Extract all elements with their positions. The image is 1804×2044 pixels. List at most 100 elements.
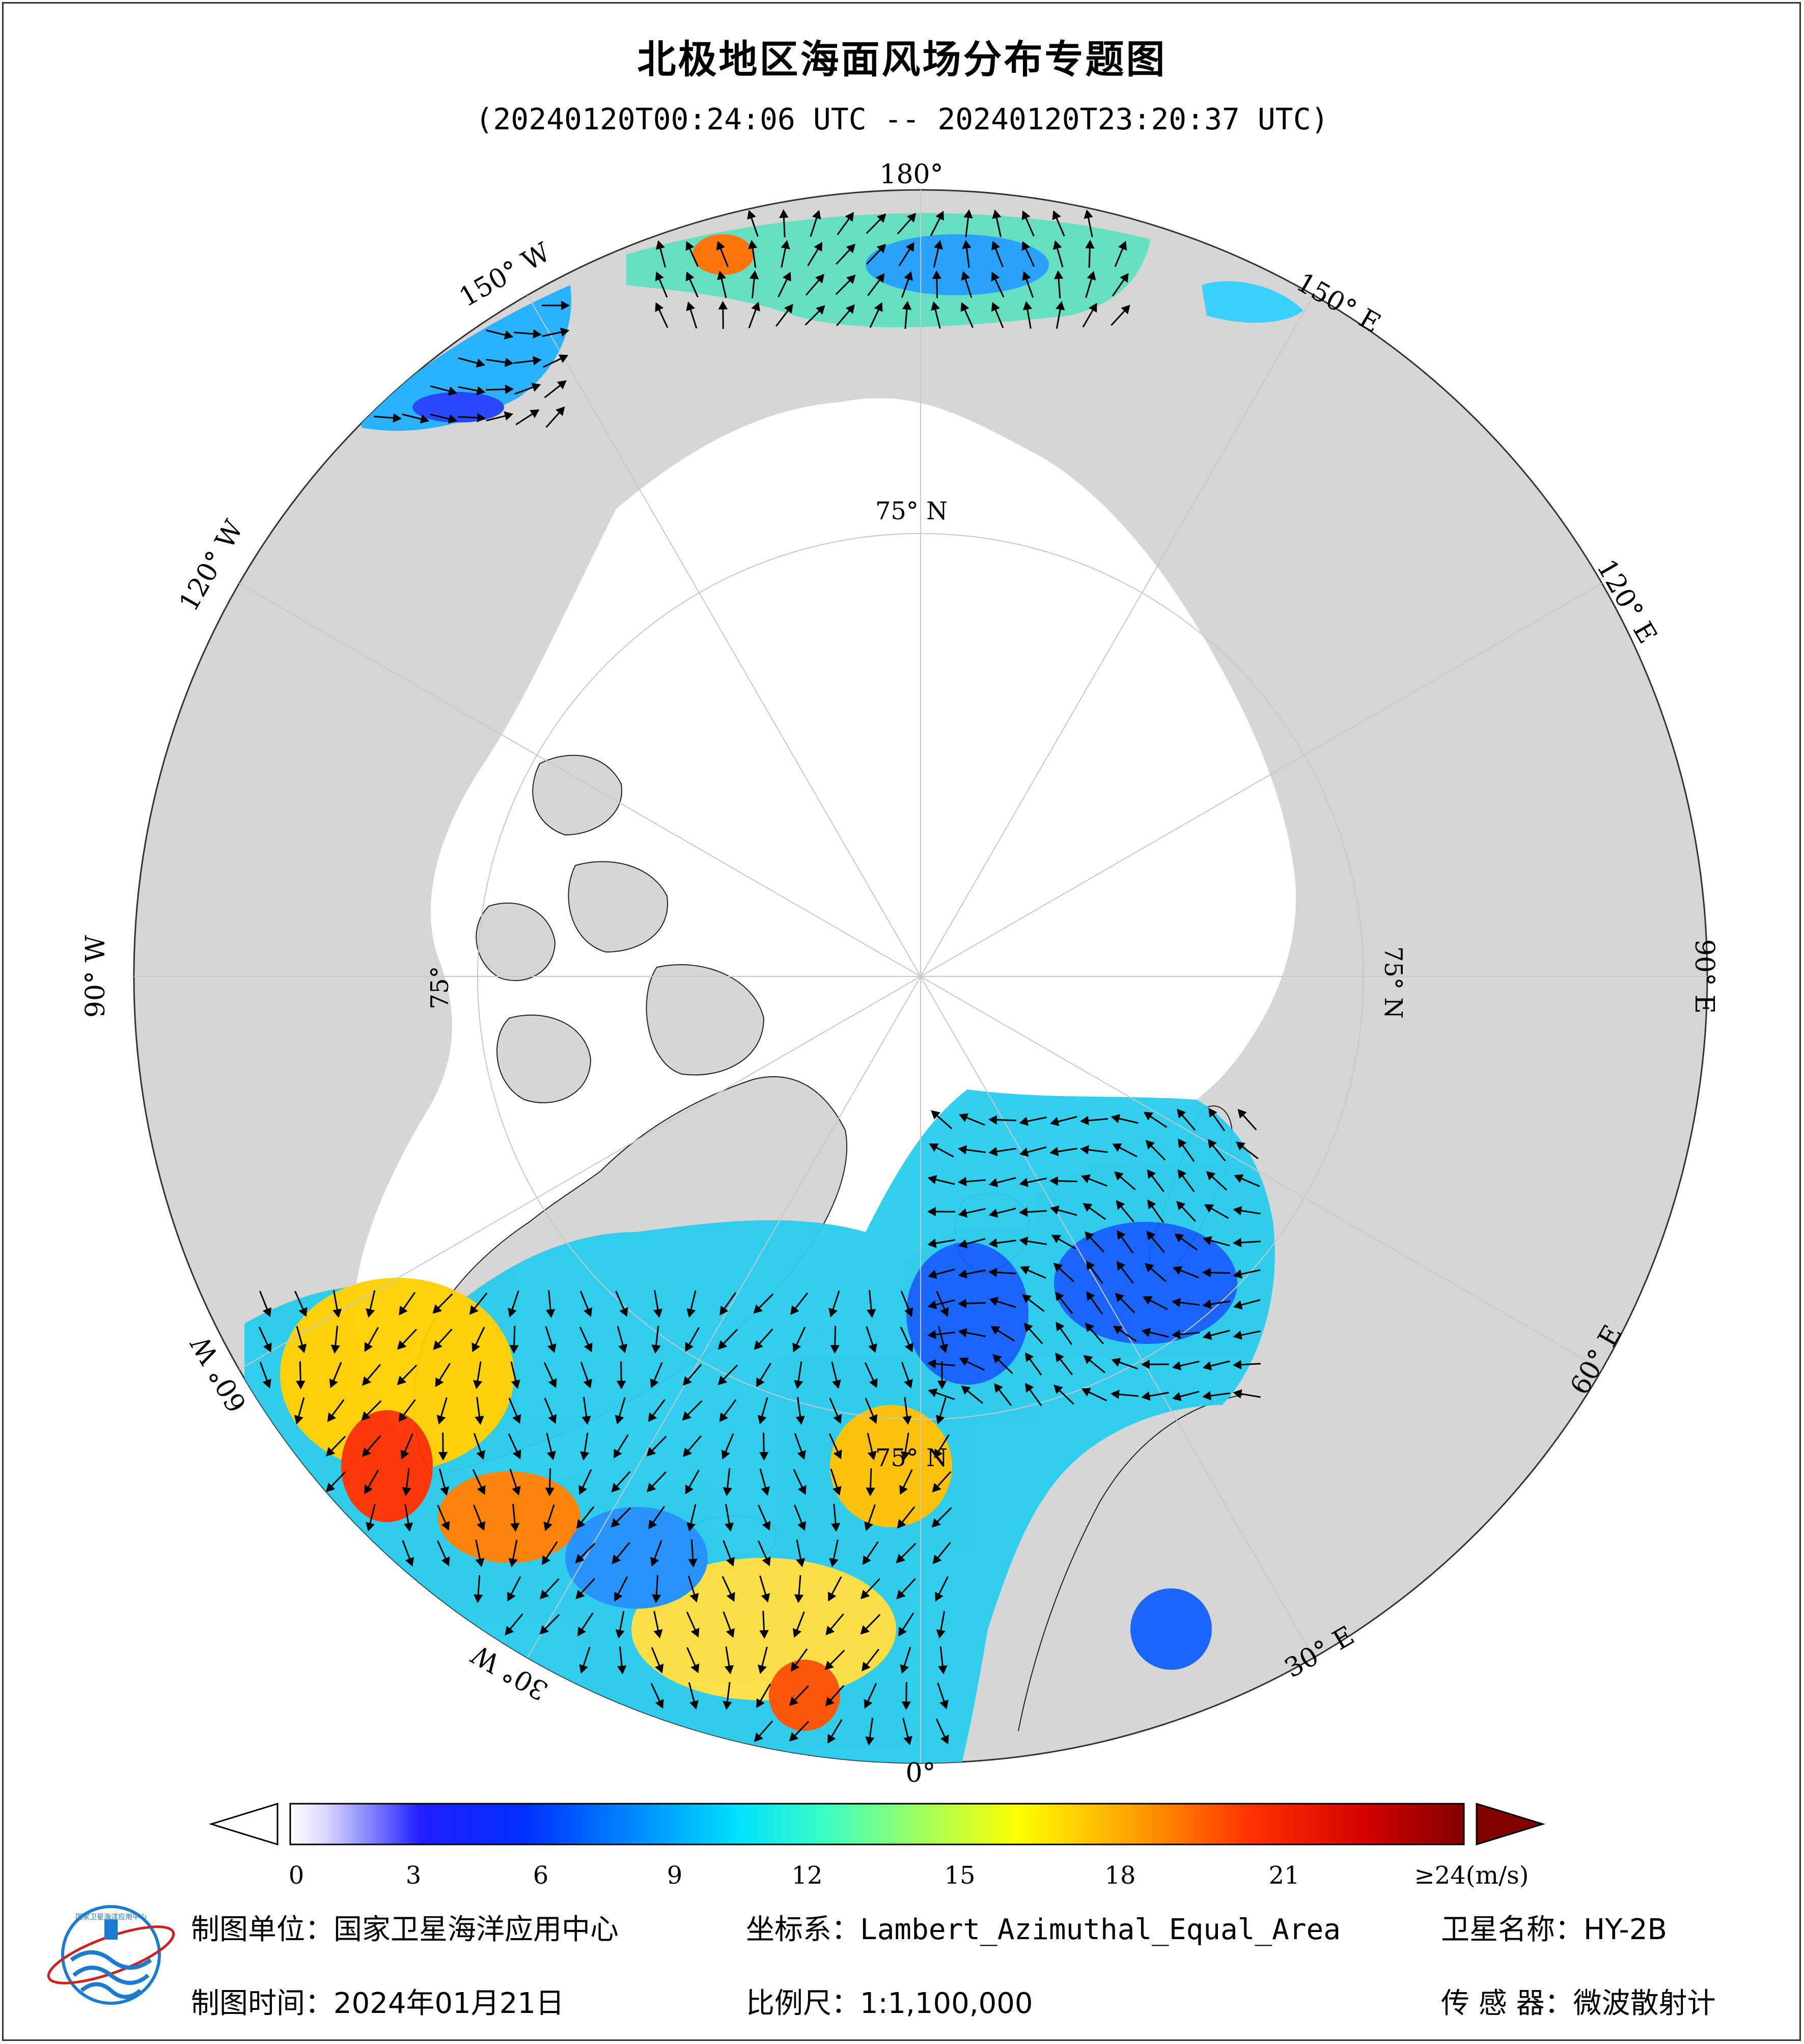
wind-arrow-head (794, 1380, 803, 1389)
wind-arrow-head (689, 1700, 699, 1710)
wind-arrow-head (1053, 1263, 1063, 1272)
wind-arrow-head (689, 1592, 699, 1603)
wind-arrow-head (1085, 1231, 1094, 1241)
wind-arrow-head (795, 1415, 805, 1425)
wind-arrow-head (477, 1485, 486, 1495)
wind-patch-1 (280, 1278, 514, 1471)
wind-arrow-head (904, 1379, 913, 1389)
wind-arrow-head (362, 1376, 372, 1386)
wind-arrow-head (751, 301, 760, 312)
wind-arrow-head (1237, 1109, 1247, 1119)
wind-arrow-head (936, 1629, 946, 1639)
wind-arrow-head (512, 1486, 521, 1496)
colorbar-over-arrow (1476, 1802, 1546, 1846)
wind-arrow-head (929, 1143, 939, 1152)
wind-arrow-head (833, 1414, 842, 1424)
wind-arrow-head (653, 1308, 663, 1318)
wind-arrow-head (761, 1593, 770, 1603)
wind-arrow-head (1115, 1293, 1125, 1302)
wind-patch-12 (866, 234, 1049, 295)
wind-arrow-head (861, 1589, 870, 1600)
lon-label-0: 0° (905, 1758, 935, 1788)
wind-arrow-head (1232, 1238, 1242, 1247)
wind-arrow-head (1055, 1352, 1064, 1362)
wind-arrow-head (504, 357, 514, 367)
wind-arrow-head (612, 1554, 621, 1564)
wind-arrow-head (718, 300, 728, 310)
wind-arrow-head (846, 274, 856, 284)
wind-arrow-head (511, 1379, 520, 1389)
wind-arrow-head (827, 1733, 836, 1744)
wind-arrow-head (1049, 1205, 1060, 1215)
wind-arrow-head (530, 409, 540, 418)
wind-arrow-head (935, 211, 944, 221)
wind-arrow-head (866, 1487, 875, 1497)
wind-arrow-head (721, 1449, 730, 1460)
wind-arrow-head (726, 1557, 735, 1567)
wind-arrow-head (682, 1376, 692, 1386)
wind-arrow-head (797, 1485, 807, 1495)
wind-arrow-head (791, 1662, 800, 1672)
wind-arrow-head (988, 1238, 998, 1248)
wind-arrow-head (690, 1628, 700, 1638)
wind-arrow-head (545, 1487, 554, 1497)
wind-arrow-head (797, 1450, 806, 1460)
wind-arrow-head (476, 386, 486, 396)
wind-arrow-head (933, 240, 943, 250)
wind-arrow-head (1019, 1236, 1029, 1246)
wind-arrow-head (364, 1342, 373, 1352)
wind-arrow-head (1018, 1207, 1028, 1217)
wind-arrow-head (397, 1376, 407, 1385)
wind-arrow-head (1079, 1115, 1089, 1126)
wind-arrow-head (1176, 1200, 1186, 1211)
wind-arrow-head (927, 1359, 936, 1369)
wind-arrow-head (1147, 1169, 1156, 1179)
wind-arrow-head (927, 1175, 937, 1185)
wind-arrow-head (512, 1449, 521, 1460)
wind-arrow-head (937, 1381, 947, 1390)
wind-arrow-head (1021, 241, 1031, 251)
wind-arrow-head (505, 384, 514, 394)
wind-arrow-head (958, 1328, 967, 1337)
wind-arrow-head (991, 302, 1000, 312)
wind-arrow-head (927, 1300, 937, 1309)
wind-arrow-head (297, 1343, 307, 1354)
wind-arrow-head (1202, 1299, 1212, 1309)
wind-arrow-head (364, 1484, 373, 1495)
wind-arrow-head (792, 1342, 801, 1353)
wind-arrow-head (829, 1558, 839, 1567)
wind-arrow-head (548, 1378, 557, 1388)
wind-arrow-head (575, 1554, 585, 1563)
wind-arrow-head (448, 414, 458, 424)
wind-arrow-head (533, 356, 542, 366)
colorbar-tick-0: 0 (289, 1861, 304, 1890)
wind-arrow-head (473, 1380, 483, 1389)
wind-arrow-head (901, 1701, 911, 1711)
wind-arrow-head (1207, 1139, 1217, 1149)
wind-arrow-head (932, 1482, 941, 1493)
wind-patch-3 (438, 1471, 580, 1563)
wind-arrow-head (1117, 1230, 1126, 1240)
wind-arrow-head (531, 383, 541, 392)
wind-arrow-head (723, 1701, 732, 1710)
wind-arrow-head (1172, 1392, 1182, 1402)
wind-arrow-head (685, 241, 695, 251)
wind-arrow-head (1141, 1359, 1150, 1369)
wind-arrow-head (330, 1345, 340, 1354)
wind-arrow-head (1202, 1391, 1212, 1401)
wind-arrow-head (762, 1521, 771, 1531)
wind-arrow-head (1116, 1261, 1126, 1271)
wind-arrow-head (1020, 1266, 1030, 1275)
lon-label-180: 180° (879, 159, 943, 190)
wind-arrow-head (866, 1309, 876, 1318)
wind-arrow-head (580, 1451, 590, 1461)
wind-arrow-head (655, 240, 665, 250)
wind-arrow-head (940, 1307, 949, 1317)
wind-arrow-head (907, 213, 917, 222)
wind-arrow-head (868, 1343, 877, 1353)
wind-arrow-head (903, 1735, 912, 1746)
wind-arrow-head (438, 1452, 448, 1461)
wind-arrow-head (262, 1307, 272, 1318)
wind-arrow-head (581, 1415, 591, 1425)
wind-arrow-head (1022, 301, 1033, 311)
